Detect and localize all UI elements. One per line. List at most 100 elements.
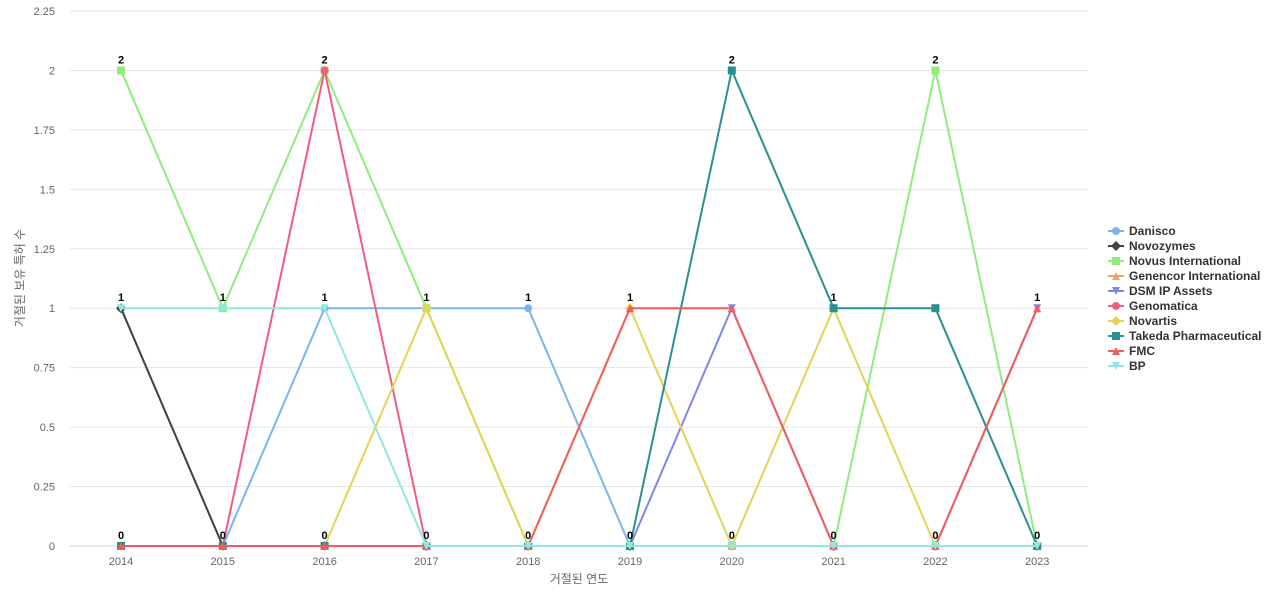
data-label: 0 [525,530,531,542]
series-point [117,66,125,75]
data-label: 0 [831,530,837,542]
x-tick-label: 2023 [1025,556,1049,568]
x-tick-label: 2022 [923,556,947,568]
series-point [218,542,227,550]
series-point [1033,542,1042,550]
series-bp [117,304,1042,550]
x-tick-label: 2015 [211,556,235,568]
legend-label: Takeda Pharmaceutical [1129,329,1262,343]
legend-label: Novozymes [1129,239,1196,253]
legend-marker [1112,347,1120,355]
data-label: 2 [729,54,735,66]
data-label: 0 [423,530,429,542]
legend-item[interactable]: Danisco [1108,224,1176,238]
series-point [117,542,125,550]
data-label: 1 [627,292,633,304]
series-point [931,542,940,550]
y-tick-label: 2.25 [34,6,55,18]
data-label: 1 [423,292,429,304]
y-axis-title: 거절된 보유 특허 수 [13,229,27,327]
legend-item[interactable]: Genomatica [1108,299,1198,313]
series-line [121,307,1038,547]
y-tick-label: 1.5 [40,184,55,196]
data-label: 1 [118,292,124,304]
legend-marker [1112,257,1120,265]
legend-label: Novus International [1129,254,1241,268]
data-label: 0 [932,530,938,542]
data-label: 1 [831,292,837,304]
series-point [320,542,329,550]
legend-item[interactable]: BP [1108,359,1146,373]
data-labels: 2 1 2 1 1 1 2 1 2 1 1 1 0 0 0 0 0 0 0 0 0 0 [118,54,1040,542]
legend-item[interactable]: Novus International [1108,254,1241,268]
legend-marker [1112,227,1120,235]
y-tick-label: 1.25 [34,244,55,256]
legend-marker [1112,332,1120,340]
legend-item[interactable]: Novozymes [1108,239,1196,253]
data-label: 0 [729,530,735,542]
y-tick-label: 0 [49,541,55,553]
data-label: 1 [322,292,328,304]
legend-marker [1112,272,1120,280]
series-point [320,66,329,75]
legend-marker [1111,241,1121,251]
series-point [626,542,634,550]
legend-marker [1112,302,1120,310]
legend-item[interactable]: Takeda Pharmaceutical [1108,329,1262,343]
legend-label: Novartis [1129,314,1177,328]
data-label: 0 [118,530,124,542]
series-point [931,304,940,313]
legend-item[interactable]: Genencor International [1108,269,1260,283]
series-point [931,66,940,75]
legend-item[interactable]: Novartis [1108,314,1177,328]
data-label: 0 [1034,530,1040,542]
legend-marker [1111,316,1121,326]
series-point [626,304,634,313]
data-label: 2 [322,54,328,66]
data-label: 1 [220,292,226,304]
y-tick-label: 0.75 [34,363,55,375]
series-point [117,304,125,313]
x-axis-title: 거절된 연도 [550,572,609,586]
legend-label: Danisco [1129,224,1176,238]
data-label: 0 [627,530,633,542]
legend-label: DSM IP Assets [1129,284,1213,298]
x-tick-label: 2016 [312,556,336,568]
legend-label: Genomatica [1129,299,1198,313]
y-tick-label: 1.75 [34,125,55,137]
data-label: 2 [932,54,938,66]
x-tick-label: 2021 [821,556,845,568]
y-tick-label: 2 [49,65,55,77]
data-label: 0 [220,530,226,542]
data-label: 0 [322,530,328,542]
series-group [116,66,1043,551]
gridlines [70,10,1088,547]
series-point [422,542,431,550]
legend-label: BP [1129,359,1146,373]
legend-item[interactable]: DSM IP Assets [1108,284,1213,298]
series-point [727,304,736,313]
y-tick-label: 1 [49,303,55,315]
series-point [829,304,838,313]
legend-marker [1112,362,1120,370]
series-point [421,303,432,314]
legend-label: FMC [1129,344,1155,358]
series-point [218,304,227,313]
data-label: 2 [118,54,124,66]
data-label: 1 [1034,292,1040,304]
legend-item[interactable]: FMC [1108,344,1155,358]
x-tick-label: 2017 [414,556,438,568]
series-point [320,304,329,313]
x-tick-label: 2014 [109,556,133,568]
data-label: 1 [525,292,531,304]
series-point [524,542,533,550]
series-point [727,66,736,75]
series-point [524,304,533,313]
x-tick-label: 2019 [618,556,642,568]
series-point [829,542,838,550]
series-point [727,542,736,550]
